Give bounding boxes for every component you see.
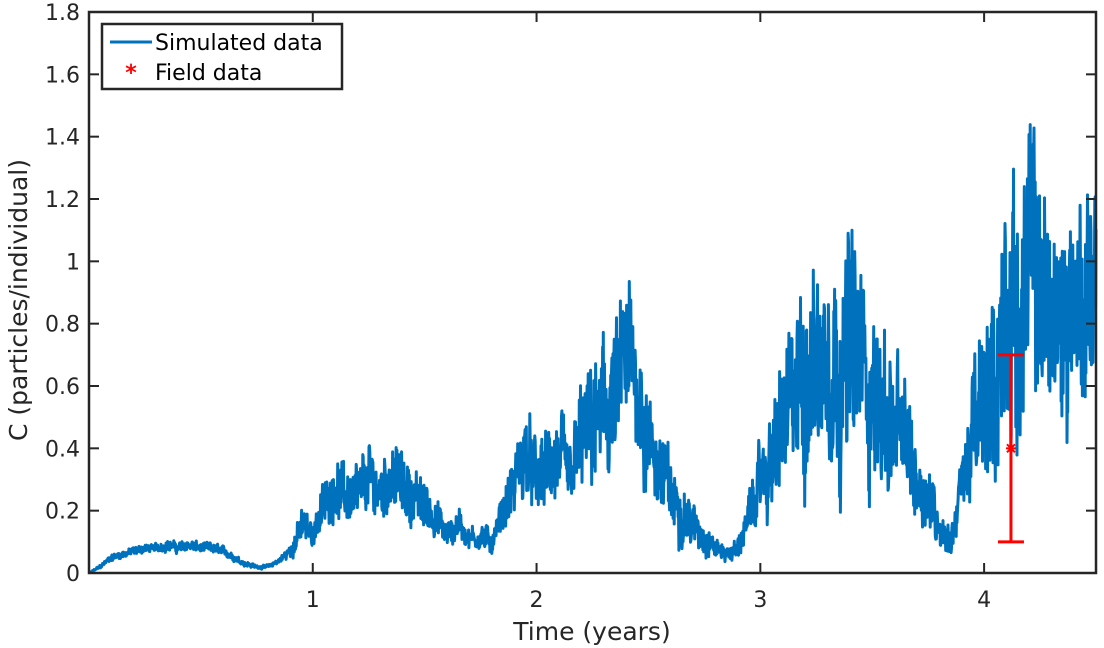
y-axis-ticks: 0 0.2 0.4 0.6 0.8 1 1.2 1.4 1.6 1.8 <box>45 1 1096 587</box>
y-tick-label: 1.8 <box>45 1 80 26</box>
x-tick-label: 3 <box>753 588 767 613</box>
plot-area <box>87 123 1098 575</box>
x-axis-label: Time (years) <box>512 617 670 646</box>
y-tick-label: 0.8 <box>45 313 80 338</box>
y-tick-label: 1.2 <box>45 188 80 213</box>
legend-field-swatch: * <box>125 61 137 86</box>
simulated-data-line <box>87 123 1098 575</box>
y-tick-label: 0 <box>66 562 80 587</box>
x-tick-label: 1 <box>306 588 320 613</box>
legend-box <box>100 22 344 91</box>
y-tick-label: 0.6 <box>45 375 80 400</box>
x-axis-ticks: 1 2 3 4 <box>306 12 991 613</box>
legend-simulated-label: Simulated data <box>155 31 323 56</box>
x-tick-label: 4 <box>977 588 991 613</box>
y-axis-label: C (particles/individual) <box>4 159 33 441</box>
legend-field-label: Field data <box>155 61 262 86</box>
legend: Simulated data * Field data <box>100 22 344 91</box>
field-data-point <box>1005 443 1016 454</box>
y-tick-label: 1.4 <box>45 126 80 151</box>
y-tick-label: 0.2 <box>45 500 80 525</box>
y-tick-label: 0.4 <box>45 437 80 462</box>
y-tick-label: 1.6 <box>45 63 80 88</box>
field-marker-stroke <box>1006 443 1016 454</box>
field-data-group <box>997 353 1024 544</box>
x-tick-label: 2 <box>530 588 544 613</box>
y-tick-label: 1 <box>66 250 80 275</box>
axes-box <box>87 10 1098 575</box>
